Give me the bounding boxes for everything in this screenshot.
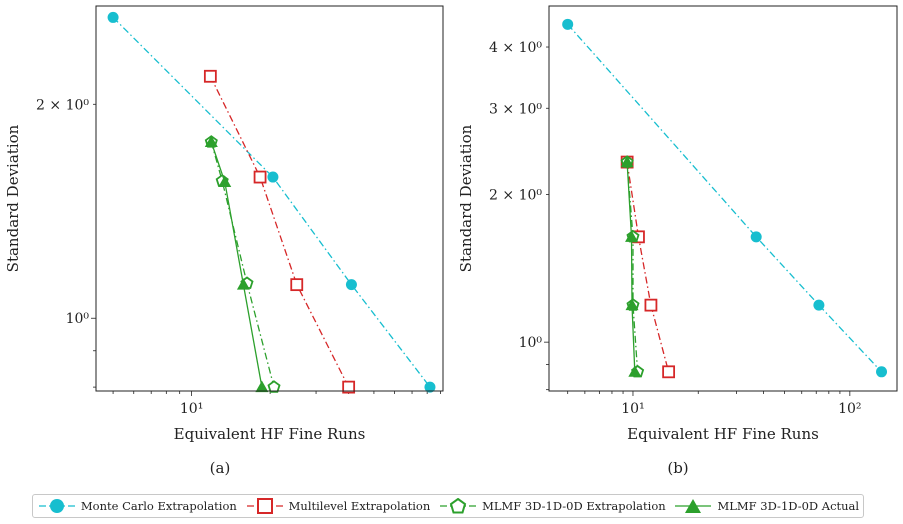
data-point <box>218 175 232 187</box>
series-line <box>210 141 263 388</box>
y-tick-label: 10⁰ <box>66 311 90 327</box>
data-point <box>625 230 639 242</box>
data-point <box>813 299 825 311</box>
series-3 <box>620 155 642 377</box>
x-tick-label: 10¹ <box>180 401 203 417</box>
data-point <box>267 171 279 183</box>
data-point <box>267 380 281 393</box>
y-tick-label: 4 × 10⁰ <box>489 40 542 56</box>
series-1 <box>203 69 356 394</box>
data-point <box>290 278 304 292</box>
data-point <box>750 231 762 243</box>
data-point <box>236 278 250 290</box>
legend-marker-triangle-icon <box>675 499 712 513</box>
data-point <box>628 365 642 377</box>
data-point <box>562 18 574 30</box>
x-tick-label: 10¹ <box>621 401 644 417</box>
y-tick-label: 10⁰ <box>519 335 543 351</box>
data-point <box>876 366 888 378</box>
series-line <box>112 16 431 388</box>
series-line <box>210 141 275 388</box>
legend-label: Monte Carlo Extrapolation <box>80 499 237 513</box>
y-axis-label: Standard Deviation <box>457 124 475 272</box>
series-line <box>626 162 670 372</box>
series-0 <box>562 18 888 378</box>
legend-marker-square-icon <box>246 498 283 514</box>
legend-item-mlmf-extrapolation: MLMF 3D-1D-0D Extrapolation <box>438 498 666 514</box>
data-point <box>342 380 356 394</box>
y-tick-label: 2 × 10⁰ <box>36 97 89 113</box>
data-point <box>107 11 119 23</box>
legend-label: MLMF 3D-1D-0D Extrapolation <box>482 499 666 513</box>
data-point <box>204 135 218 148</box>
series-3 <box>204 135 269 393</box>
x-tick-label: 10² <box>838 401 861 417</box>
y-axis-label: Standard Deviation <box>4 124 22 272</box>
series-line <box>626 162 636 372</box>
data-point <box>662 365 676 379</box>
series-line <box>626 162 639 372</box>
x-axis-label: Equivalent HF Fine Runs <box>174 425 366 443</box>
legend-marker-circle-icon <box>38 499 75 513</box>
legend-item-monte-carlo: Monte Carlo Extrapolation <box>37 498 237 514</box>
panel-caption: (b) <box>667 459 688 477</box>
data-point <box>625 298 639 311</box>
data-point <box>203 69 217 83</box>
chart-panel-b: 10¹ 10² 10⁰ 2 × 10⁰ 3 × 10⁰ 4 × 10⁰ Equivalent… <box>457 5 898 477</box>
y-tick-label: 3 × 10⁰ <box>489 101 542 117</box>
data-point <box>424 381 436 393</box>
series-line <box>567 23 882 373</box>
legend: Monte Carlo Extrapolation Multilevel Ext… <box>32 494 864 518</box>
data-point <box>345 279 357 291</box>
data-point <box>253 170 267 184</box>
data-point <box>620 155 634 168</box>
x-axis-label: Equivalent HF Fine Runs <box>627 425 819 443</box>
panel-caption: (a) <box>210 459 231 477</box>
legend-marker-pentagon-icon <box>440 498 477 514</box>
legend-label: MLMF 3D-1D-0D Actual <box>717 499 860 513</box>
legend-item-mlmf-actual: MLMF 3D-1D-0D Actual <box>673 498 859 514</box>
legend-item-multilevel: Multilevel Extrapolation <box>245 498 431 514</box>
data-point <box>644 298 658 312</box>
figure: 10¹ 10⁰ 2 × 10⁰ Equivalent HF Fine Runs Stan… <box>4 5 898 477</box>
plot-frame <box>95 5 444 392</box>
y-tick-label: 2 × 10⁰ <box>489 188 542 204</box>
chart-panel-a: 10¹ 10⁰ 2 × 10⁰ Equivalent HF Fine Runs Stan… <box>4 5 444 477</box>
series-line <box>209 76 350 388</box>
data-point <box>255 380 269 393</box>
series-1 <box>620 155 676 379</box>
plot-frame <box>548 5 898 392</box>
legend-label: Multilevel Extrapolation <box>288 499 431 513</box>
series-0 <box>107 11 436 393</box>
